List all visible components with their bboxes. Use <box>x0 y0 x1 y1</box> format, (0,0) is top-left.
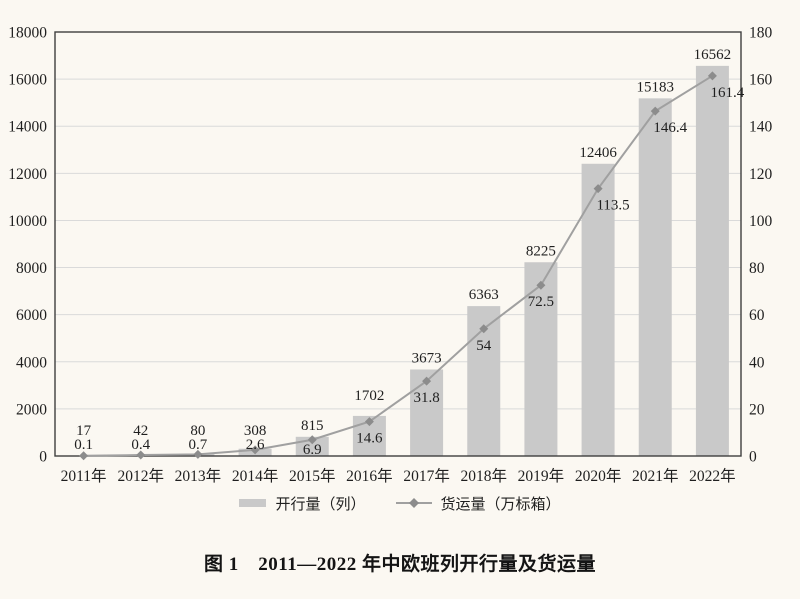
line-marker-2021年 <box>650 106 660 116</box>
bar-2022年 <box>695 65 729 456</box>
bar-value-label: 42 <box>133 423 148 439</box>
line-value-label: 54 <box>476 338 492 354</box>
bar-value-label: 6363 <box>469 287 499 303</box>
bar-2019年 <box>524 262 558 456</box>
line-marker-swatch-icon <box>395 497 432 509</box>
x-axis-label: 2019年 <box>518 467 565 485</box>
line-value-label: 14.6 <box>356 431 383 447</box>
line-value-label: 2.6 <box>246 437 265 453</box>
line-marker-2018年 <box>479 324 489 334</box>
x-axis-label: 2022年 <box>689 467 736 485</box>
right-axis-tick: 100 <box>749 213 773 230</box>
x-axis-label: 2016年 <box>346 467 393 485</box>
line-marker-2022年 <box>707 71 717 81</box>
line-value-label: 113.5 <box>596 198 629 214</box>
right-axis-tick: 140 <box>749 119 773 136</box>
x-axis-label: 2017年 <box>403 467 450 485</box>
legend-label-freight: 货运量（万标箱） <box>440 496 561 513</box>
left-axis-tick: 10000 <box>8 213 47 230</box>
line-marker-2012年 <box>136 450 146 460</box>
line-value-label: 0.1 <box>74 437 93 453</box>
bar-value-label: 308 <box>244 423 267 439</box>
bar-value-label: 80 <box>190 423 205 439</box>
bar-value-label: 8225 <box>526 243 556 259</box>
x-axis-label: 2020年 <box>575 467 622 485</box>
bar-value-label: 815 <box>301 418 324 434</box>
bar-swatch-icon <box>239 499 267 507</box>
line-value-label: 0.7 <box>189 437 208 453</box>
bar-value-label: 16562 <box>694 47 732 63</box>
left-axis-tick: 4000 <box>16 354 47 371</box>
line-marker-2017年 <box>422 376 432 386</box>
x-axis-label: 2011年 <box>61 467 107 485</box>
left-axis-tick: 8000 <box>16 260 47 277</box>
freight-line <box>83 74 713 457</box>
bar-value-label: 12406 <box>579 145 617 161</box>
chart-svg: 0 2000 4000 6000 8000 10000 12000 14000 16000 180… <box>8 25 773 486</box>
line-value-label: 6.9 <box>303 442 322 458</box>
bar-value-label: 15183 <box>637 79 675 95</box>
line-marker-2015年 <box>307 435 317 445</box>
x-axis-label: 2018年 <box>460 467 507 485</box>
figure-caption: 图 1 2011—2022 年中欧班列开行量及货运量 <box>204 554 596 575</box>
line-marker-2016年 <box>364 417 374 427</box>
line-value-label: 146.4 <box>653 120 687 136</box>
line-value-label: 31.8 <box>413 390 439 406</box>
right-axis-tick: 60 <box>749 307 765 324</box>
bar-2020年 <box>581 163 615 456</box>
line-value-label: 161.4 <box>711 85 745 101</box>
right-axis-tick: 180 <box>749 25 773 42</box>
right-axis-tick: 80 <box>749 260 765 277</box>
line-marker-2013年 <box>193 449 203 459</box>
left-axis-tick: 18000 <box>8 25 47 42</box>
bar-value-label: 3673 <box>412 350 442 366</box>
left-axis-tick: 0 <box>39 449 47 466</box>
left-axis-tick: 6000 <box>16 307 47 324</box>
x-axis-label: 2021年 <box>632 467 679 485</box>
line-marker-2019年 <box>536 280 546 290</box>
x-axis-label: 2012年 <box>117 467 164 485</box>
x-axis-label: 2014年 <box>232 467 279 485</box>
left-axis-tick: 14000 <box>8 119 47 136</box>
right-axis-tick: 20 <box>749 401 765 418</box>
plot-border <box>54 31 742 457</box>
line-value-label: 0.4 <box>131 437 150 453</box>
x-axis-label: 2015年 <box>289 467 336 485</box>
legend-item-trains: 开行量（列） <box>239 493 366 514</box>
right-axis-tick: 120 <box>749 166 773 183</box>
line-marker-2011年 <box>79 451 89 461</box>
left-axis-tick: 16000 <box>8 72 47 89</box>
legend-label-trains: 开行量（列） <box>275 496 366 513</box>
line-value-label: 72.5 <box>528 294 554 310</box>
right-axis-tick: 40 <box>749 354 765 371</box>
line-marker-2020年 <box>593 184 603 194</box>
left-axis-tick: 12000 <box>8 166 47 183</box>
bar-2021年 <box>638 98 672 456</box>
right-axis-tick: 160 <box>749 72 773 89</box>
legend-item-freight: 货运量（万标箱） <box>395 493 561 514</box>
bar-value-label: 17 <box>76 423 92 439</box>
line-marker-2014年 <box>250 445 260 455</box>
bar-value-label: 1702 <box>354 388 384 404</box>
x-axis-label: 2013年 <box>175 467 222 485</box>
chart-legend: 开行量（列） 货运量（万标箱） <box>0 492 800 514</box>
right-axis-tick: 0 <box>749 449 757 466</box>
left-axis-tick: 2000 <box>16 401 47 418</box>
